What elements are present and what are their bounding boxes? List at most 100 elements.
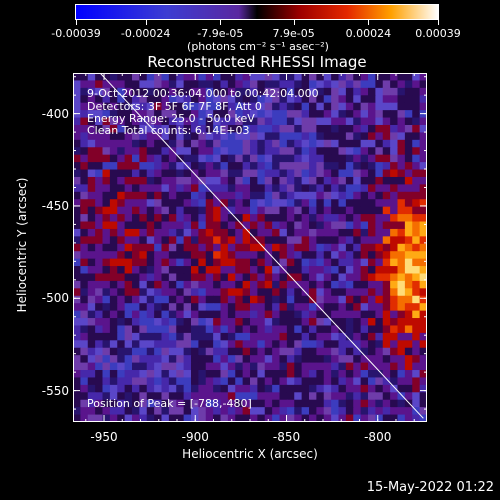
heatmap-cell <box>154 132 163 141</box>
heatmap-cell <box>139 295 148 304</box>
heatmap-cell <box>117 206 126 215</box>
heatmap-cell <box>353 332 362 341</box>
heatmap-cell <box>331 399 340 408</box>
heatmap-cell <box>250 258 258 267</box>
heatmap-cell <box>345 273 354 282</box>
heatmap-cell <box>419 147 427 156</box>
heatmap-cell <box>390 273 399 282</box>
heatmap-cell <box>323 206 332 215</box>
heatmap-cell <box>404 228 413 237</box>
heatmap-cell <box>368 117 376 126</box>
heatmap-cell <box>80 139 89 148</box>
heatmap-cell <box>220 139 229 148</box>
heatmap-cell <box>390 73 399 82</box>
heatmap-cell <box>117 80 126 89</box>
heatmap-cell <box>360 258 369 267</box>
heatmap-cell <box>213 288 222 297</box>
heatmap-cell <box>168 332 177 341</box>
heatmap-cell <box>102 80 111 89</box>
heatmap-cell <box>154 162 163 171</box>
heatmap-cell <box>102 258 111 267</box>
heatmap-cell <box>154 318 163 327</box>
heatmap-cell <box>242 184 251 193</box>
heatmap-cell <box>95 384 104 393</box>
heatmap-cell <box>272 332 281 341</box>
heatmap-cell <box>412 139 421 148</box>
heatmap-cell <box>198 258 207 267</box>
heatmap-cell <box>242 355 251 364</box>
heatmap-cell <box>198 325 207 334</box>
heatmap-cell <box>161 288 170 297</box>
heatmap-cell <box>375 340 384 349</box>
heatmap-cell <box>360 325 369 334</box>
heatmap-cell <box>301 199 310 208</box>
heatmap-cell <box>168 73 177 82</box>
heatmap-cell <box>412 377 421 386</box>
heatmap-cell <box>345 199 354 208</box>
heatmap-cell <box>227 332 236 341</box>
heatmap-cell <box>286 370 295 379</box>
heatmap-cell <box>220 340 229 349</box>
heatmap-cell <box>286 251 295 260</box>
heatmap-cell <box>279 243 288 252</box>
heatmap-cell <box>205 80 214 89</box>
heatmap-cell <box>102 124 111 134</box>
heatmap-cell <box>124 303 133 312</box>
heatmap-cell <box>176 169 185 178</box>
heatmap-cell <box>109 95 118 104</box>
heatmap-cell <box>331 162 340 171</box>
heatmap-cell <box>316 139 325 148</box>
heatmap-cell <box>353 191 362 200</box>
heatmap-cell <box>279 176 288 185</box>
heatmap-cell <box>227 154 236 163</box>
heatmap-cell <box>309 407 317 416</box>
heatmap-cell <box>73 310 81 319</box>
heatmap-cell <box>191 191 199 200</box>
heatmap-cell <box>146 176 155 185</box>
heatmap-cell <box>375 73 384 82</box>
heatmap-cell <box>213 332 222 341</box>
heatmap-cell <box>323 147 332 156</box>
heatmap-cell <box>80 73 89 82</box>
heatmap-cell <box>227 243 236 252</box>
heatmap-cell <box>191 370 199 379</box>
heatmap-cell <box>419 318 427 327</box>
heatmap-cell <box>286 384 295 393</box>
heatmap-cell <box>139 340 148 349</box>
heatmap-cell <box>353 80 362 89</box>
heatmap-cell <box>309 117 317 126</box>
heatmap-cell <box>338 273 347 282</box>
heatmap-cell <box>132 384 140 393</box>
heatmap-cell <box>272 370 281 379</box>
heatmap-cell <box>95 154 104 163</box>
heatmap-cell <box>309 214 317 223</box>
heatmap-cell <box>95 228 104 237</box>
heatmap-cell <box>139 370 148 379</box>
heatmap-cell <box>242 169 251 178</box>
heatmap-cell <box>316 147 325 156</box>
heatmap-cell <box>235 191 244 200</box>
heatmap-cell <box>286 102 295 111</box>
heatmap-cell <box>338 102 347 111</box>
heatmap-cell <box>382 310 391 319</box>
heatmap-cell <box>183 347 192 356</box>
heatmap-cell <box>257 154 266 163</box>
heatmap-cell <box>191 273 199 282</box>
heatmap-cell <box>345 191 354 200</box>
heatmap-cell <box>80 162 89 171</box>
heatmap-cell <box>124 73 133 82</box>
heatmap-cell <box>382 399 391 408</box>
heatmap-cell <box>309 124 317 134</box>
heatmap-cell <box>250 147 258 156</box>
heatmap-cell <box>419 228 427 237</box>
heatmap-cell <box>301 340 310 349</box>
heatmap-cell <box>80 110 89 119</box>
heatmap-cell <box>73 318 81 327</box>
heatmap-cell <box>95 236 104 245</box>
heatmap-cell <box>161 258 170 267</box>
heatmap-cell <box>294 243 303 252</box>
heatmap-cell <box>250 347 258 356</box>
heatmap-cell <box>390 377 399 386</box>
heatmap-cell <box>183 154 192 163</box>
heatmap-cell <box>404 414 413 422</box>
